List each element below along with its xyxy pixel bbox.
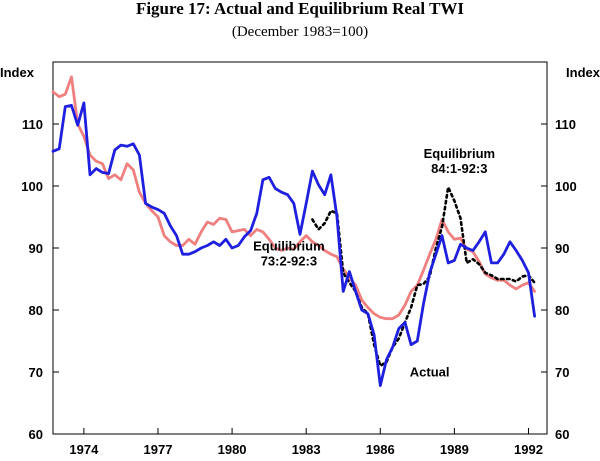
x-tick-label: 1974 [69, 442, 99, 457]
series-annotation: Actual [410, 364, 450, 379]
annotation-layer: Equilibrium 73:2-92:3 Equilibrium 84:1-92:3… [253, 146, 495, 379]
series-line-2 [311, 185, 536, 368]
x-tick-label: 1983 [292, 442, 321, 457]
y-tick-label-right: 100 [555, 179, 577, 194]
y-tick-label-left: 80 [29, 303, 43, 318]
left-axis-label: Index [0, 65, 35, 80]
chart-title: Figure 17: Actual and Equilibrium Real T… [136, 0, 464, 18]
series-annotation: Equilibrium 84:1-92:3 [424, 146, 496, 176]
x-tick-label: 1989 [440, 442, 469, 457]
y-tick-label-right: 80 [555, 303, 569, 318]
x-tick-label: 1992 [514, 442, 543, 457]
axis-ticks: 60 60 70 70 80 80 90 90 100 100 110 110 1974 1977 1980… [21, 117, 576, 457]
x-tick-label: 1986 [366, 442, 395, 457]
series-line-1 [51, 75, 536, 321]
x-tick-label: 1980 [218, 442, 247, 457]
series-layer [51, 75, 536, 387]
y-tick-label-right: 90 [555, 241, 569, 256]
chart-subtitle: (December 1983=100) [232, 24, 368, 40]
y-tick-label-right: 70 [555, 365, 569, 380]
y-tick-label-right: 110 [555, 117, 576, 132]
right-axis-label: Index [566, 65, 600, 80]
series-line-0 [51, 101, 536, 387]
y-tick-label-left: 90 [29, 241, 43, 256]
x-tick-label: 1977 [144, 442, 173, 457]
y-tick-label-left: 60 [29, 427, 43, 442]
y-tick-label-right: 60 [555, 427, 569, 442]
y-tick-label-left: 70 [29, 365, 43, 380]
series-annotation: Equilibrium 73:2-92:3 [253, 238, 325, 268]
y-tick-label-left: 110 [22, 117, 43, 132]
y-tick-label-left: 100 [21, 179, 43, 194]
